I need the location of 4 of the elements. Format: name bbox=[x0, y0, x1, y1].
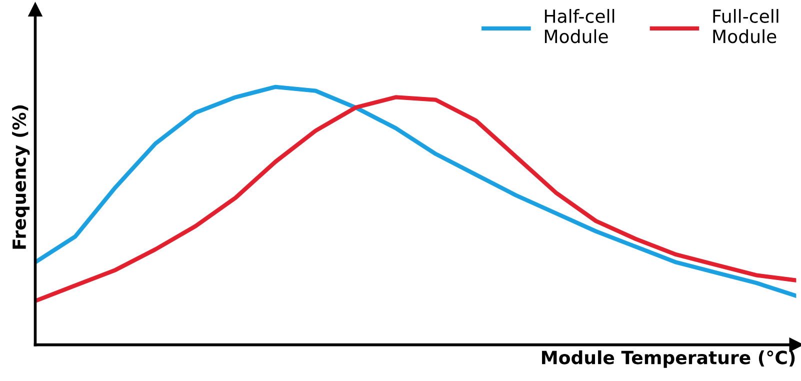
legend-label: Full-cell Module bbox=[713, 9, 778, 44]
x-axis-title: Module Temperature (°C) bbox=[542, 350, 795, 368]
y-axis-title: Frequency (%) bbox=[12, 105, 30, 249]
legend-label: Half-cell Module bbox=[544, 9, 614, 44]
